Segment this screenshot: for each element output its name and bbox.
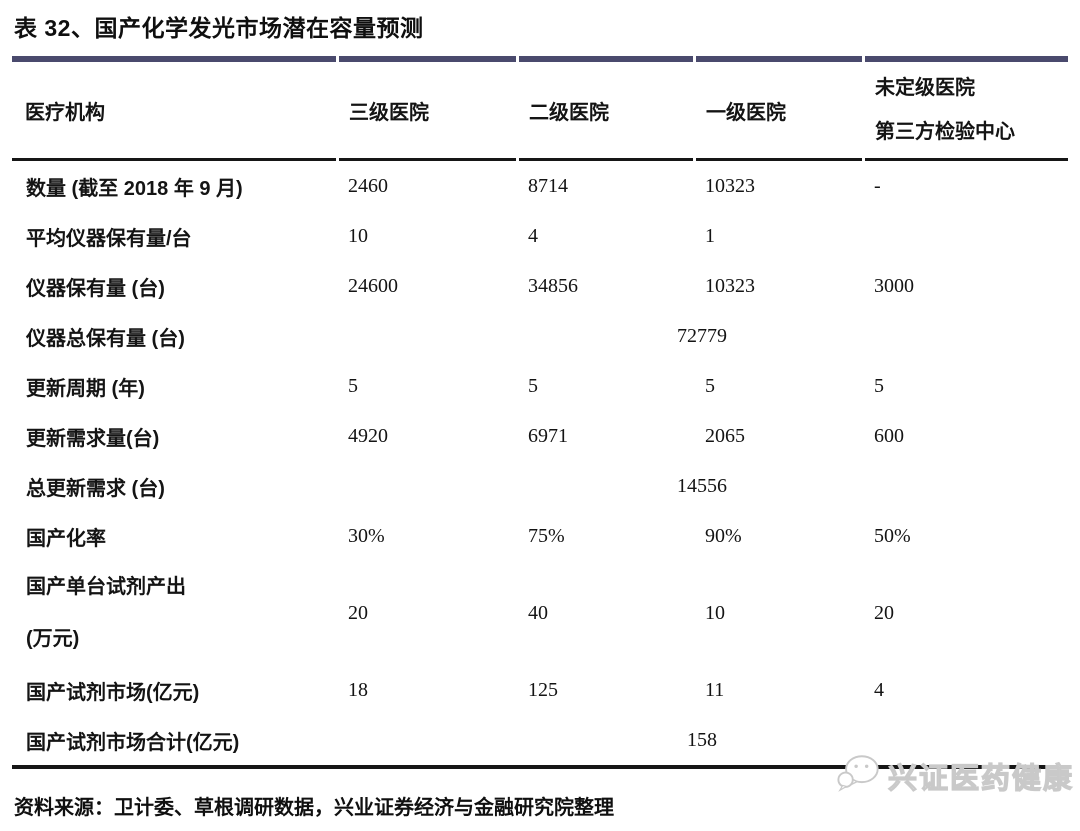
cell-value: 75% <box>528 524 565 547</box>
row-label: 国产化率 <box>26 527 106 550</box>
table-row-merged: 总更新需求 (台) 14556 <box>12 461 1068 511</box>
row-label: 总更新需求 (台) <box>26 477 165 500</box>
wechat-icon <box>836 750 882 801</box>
row-label: 更新需求量(台) <box>26 427 160 450</box>
cell-value: 11 <box>705 678 725 701</box>
row-label: 平均仪器保有量/台 <box>26 227 192 250</box>
row-label: 仪器总保有量 (台) <box>26 327 185 350</box>
row-label: 数量 (截至 2018 年 9 月) <box>26 177 243 200</box>
row-label-line2: (万元) <box>26 628 80 650</box>
table-row: 更新需求量(台) 4920 6971 2065 600 <box>12 411 1068 461</box>
row-label: 国产试剂市场合计(亿元) <box>26 731 240 754</box>
col-header-tier3: 三级医院 <box>336 56 516 161</box>
table-row: 国产试剂市场(亿元) 18 125 11 4 <box>12 665 1068 715</box>
cell-value: 40 <box>528 601 548 624</box>
col-header-ungraded-line1: 未定级医院 <box>875 77 975 99</box>
cell-value: 125 <box>528 678 558 701</box>
cell-value <box>862 211 1068 261</box>
cell-value: 24600 <box>348 274 398 297</box>
table-row: 更新周期 (年) 5 5 5 5 <box>12 361 1068 411</box>
row-label: 国产试剂市场(亿元) <box>26 681 200 704</box>
table-row: 国产化率 30% 75% 90% 50% <box>12 511 1068 561</box>
cell-merged-total: 72779 <box>677 324 727 347</box>
source-note: 资料来源：卫计委、草根调研数据，兴业证券经济与金融研究院整理 <box>14 797 614 819</box>
rule-gap <box>516 56 519 62</box>
table-row-merged: 国产试剂市场合计(亿元) 158 <box>12 715 1068 767</box>
col-header-tier1: 一级医院 <box>693 56 862 161</box>
rule-gap <box>336 158 339 161</box>
row-label: 仪器保有量 (台) <box>26 277 165 300</box>
rule-gap <box>693 158 696 161</box>
rule-gap <box>336 56 339 62</box>
row-label-line1: 国产单台试剂产出 <box>26 576 186 598</box>
table-row: 平均仪器保有量/台 10 4 1 <box>12 211 1068 261</box>
table-row-merged: 仪器总保有量 (台) 72779 <box>12 311 1068 361</box>
capacity-forecast-table: 医疗机构 三级医院 二级医院 一级医院 未定级医院 第三方检验中心 数量 (截至… <box>12 56 1068 769</box>
cell-value: 34856 <box>528 274 578 297</box>
col-header-ungraded-line2: 第三方检验中心 <box>875 121 1015 143</box>
table-row: 仪器保有量 (台) 24600 34856 10323 3000 <box>12 261 1068 311</box>
cell-merged-total: 14556 <box>677 474 727 497</box>
cell-value: 5 <box>348 374 358 397</box>
cell-value: 5 <box>874 374 884 397</box>
cell-value: 20 <box>348 601 368 624</box>
col-header-ungraded: 未定级医院 第三方检验中心 <box>862 56 1068 161</box>
cell-value: 20 <box>874 601 894 624</box>
cell-value: 4 <box>874 678 884 701</box>
table-row: 数量 (截至 2018 年 9 月) 2460 8714 10323 - <box>12 160 1068 212</box>
header-row: 医疗机构 三级医院 二级医院 一级医院 未定级医院 第三方检验中心 <box>12 56 1068 161</box>
cell-value: 10 <box>705 601 725 624</box>
col-header-tier2: 二级医院 <box>516 56 693 161</box>
rule-gap <box>862 56 865 62</box>
cell-merged-total: 158 <box>687 728 717 751</box>
cell-value: 600 <box>874 424 904 447</box>
cell-value: 30% <box>348 524 385 547</box>
cell-value: 8714 <box>528 174 568 197</box>
cell-value: 10323 <box>705 274 755 297</box>
col-header-institution: 医疗机构 <box>12 56 336 161</box>
cell-value: 1 <box>705 224 715 247</box>
cell-value: 4920 <box>348 424 388 447</box>
cell-value: 5 <box>528 374 538 397</box>
cell-value: 2065 <box>705 424 745 447</box>
row-label: 更新周期 (年) <box>26 377 145 400</box>
cell-value: 6971 <box>528 424 568 447</box>
row-label: 国产单台试剂产出 (万元) <box>12 561 336 665</box>
cell-value: 50% <box>874 524 911 547</box>
cell-value: 18 <box>348 678 368 701</box>
data-table: 医疗机构 三级医院 二级医院 一级医院 未定级医院 第三方检验中心 数量 (截至… <box>12 56 1068 769</box>
cell-value: 4 <box>528 224 538 247</box>
cell-value: 90% <box>705 524 742 547</box>
table-title: 表 32、国产化学发光市场潜在容量预测 <box>14 15 424 41</box>
cell-value: 2460 <box>348 174 388 197</box>
cell-value: - <box>874 174 881 197</box>
cell-value: 10323 <box>705 174 755 197</box>
table-row: 国产单台试剂产出 (万元) 20 40 10 20 <box>12 561 1068 665</box>
cell-value: 3000 <box>874 274 914 297</box>
cell-value: 5 <box>705 374 715 397</box>
watermark: 兴证医药健康 <box>836 750 1074 801</box>
rule-gap <box>693 56 696 62</box>
rule-gap <box>516 158 519 161</box>
rule-gap <box>862 158 865 161</box>
cell-value: 10 <box>348 224 368 247</box>
watermark-text: 兴证医药健康 <box>887 762 1074 795</box>
